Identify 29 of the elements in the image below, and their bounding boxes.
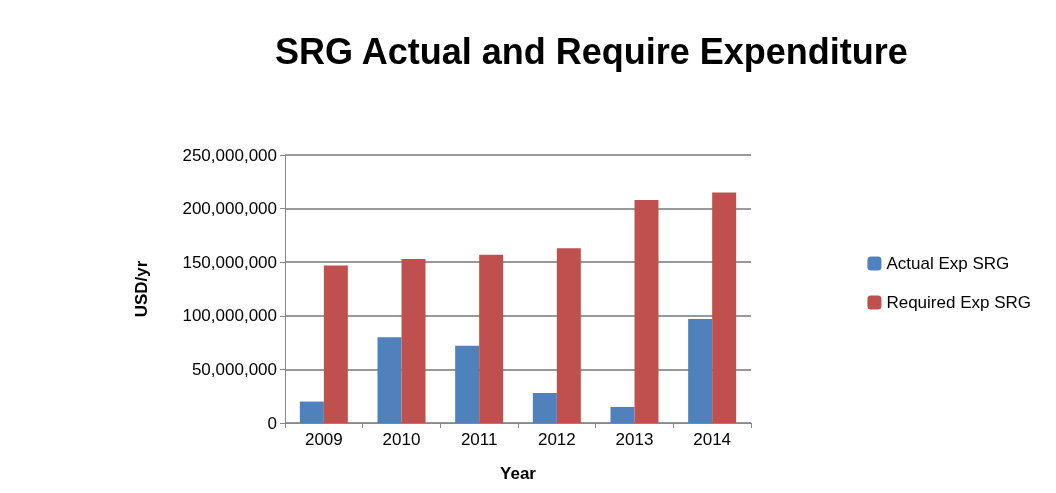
bar [455, 345, 480, 423]
legend-label: Required Exp SRG [886, 293, 1032, 312]
y-tick-label: 100,000,000 [182, 306, 277, 326]
x-tick-label: 2014 [693, 430, 732, 449]
legend-label: Actual Exp SRG [886, 254, 1010, 273]
y-tick-label: 50,000,000 [191, 359, 277, 379]
x-tick-label: 2011 [460, 430, 498, 449]
bar [323, 265, 348, 423]
x-axis-title: Year [500, 464, 537, 483]
y-tick-label: 0 [267, 413, 277, 433]
bar [610, 406, 635, 423]
bar [556, 248, 581, 423]
bar [479, 254, 504, 423]
y-tick-label: 200,000,000 [182, 199, 277, 219]
x-tick-label: 2013 [615, 430, 654, 449]
y-tick-label: 150,000,000 [182, 252, 277, 272]
x-tick-label: 2009 [304, 430, 343, 449]
bar [688, 319, 713, 423]
bar [299, 401, 324, 423]
x-tick-label: 2012 [537, 430, 576, 449]
bar [634, 200, 659, 423]
bar [712, 192, 737, 423]
x-tick-label: 2010 [382, 430, 421, 449]
chart-title: SRG Actual and Require Expenditure [275, 30, 908, 72]
y-tick-label: 250,000,000 [182, 145, 277, 165]
bar [377, 337, 402, 423]
bar [401, 258, 426, 423]
y-axis-title: USD/yr [132, 260, 151, 318]
bar [532, 392, 557, 423]
